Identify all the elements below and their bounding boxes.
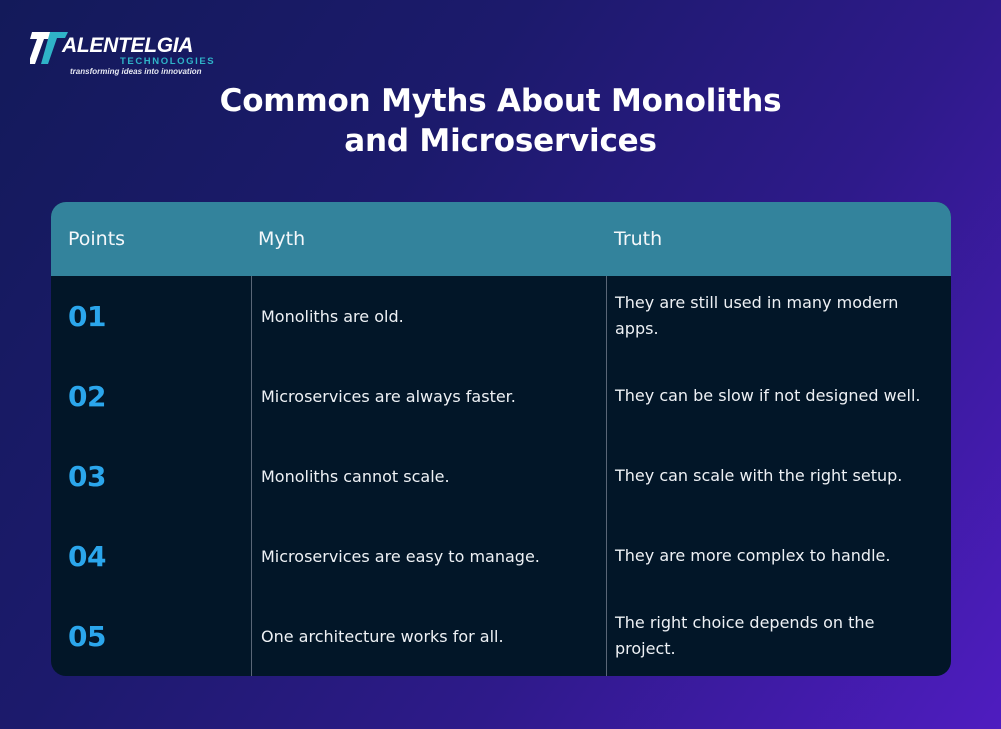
point-number: 05 bbox=[68, 619, 106, 653]
table-row: 05 One architecture works for all. The r… bbox=[51, 596, 951, 676]
logo-t-mark-icon bbox=[30, 32, 68, 64]
brand-name: ALENTELGIA bbox=[62, 34, 194, 57]
truth-text: They are more complex to handle. bbox=[615, 546, 891, 565]
column-divider bbox=[606, 276, 607, 676]
brand-tagline: transforming ideas into innovation bbox=[70, 67, 202, 76]
point-number: 02 bbox=[68, 379, 106, 413]
truth-text: They can be slow if not designed well. bbox=[615, 386, 921, 405]
brand-subtitle: TECHNOLOGIES bbox=[120, 56, 216, 67]
myth-text: Microservices are always faster. bbox=[261, 386, 516, 406]
point-number: 01 bbox=[68, 299, 106, 333]
myth-text: Monoliths cannot scale. bbox=[261, 466, 450, 486]
brand-logo: ALENTELGIA TECHNOLOGIES transforming ide… bbox=[30, 30, 214, 82]
table-row: 02 Microservices are always faster. They… bbox=[51, 356, 951, 436]
header-truth: Truth bbox=[614, 228, 663, 250]
header-myth: Myth bbox=[258, 228, 306, 250]
column-divider bbox=[251, 276, 252, 676]
page-title-line-1: Common Myths About Monoliths bbox=[219, 83, 782, 119]
truth-text: The right choice depends on the project. bbox=[615, 613, 875, 658]
myths-table: Points Myth Truth 01 Monoliths are old. … bbox=[51, 202, 951, 676]
truth-text: They can scale with the right setup. bbox=[615, 466, 903, 485]
myth-text: One architecture works for all. bbox=[261, 626, 504, 646]
table-row: 03 Monoliths cannot scale. They can scal… bbox=[51, 436, 951, 516]
page-title: Common Myths About Monoliths and Microse… bbox=[0, 81, 1001, 161]
truth-text: They are still used in many modern apps. bbox=[615, 293, 899, 338]
point-number: 03 bbox=[68, 459, 106, 493]
table-header: Points Myth Truth bbox=[51, 202, 951, 276]
table-row: 01 Monoliths are old. They are still use… bbox=[51, 276, 951, 356]
point-number: 04 bbox=[68, 539, 106, 573]
myth-text: Microservices are easy to manage. bbox=[261, 546, 540, 566]
table-body: 01 Monoliths are old. They are still use… bbox=[51, 276, 951, 676]
myth-text: Monoliths are old. bbox=[261, 306, 404, 326]
header-points: Points bbox=[68, 228, 126, 250]
table-row: 04 Microservices are easy to manage. The… bbox=[51, 516, 951, 596]
page-title-line-2: and Microservices bbox=[344, 123, 657, 159]
